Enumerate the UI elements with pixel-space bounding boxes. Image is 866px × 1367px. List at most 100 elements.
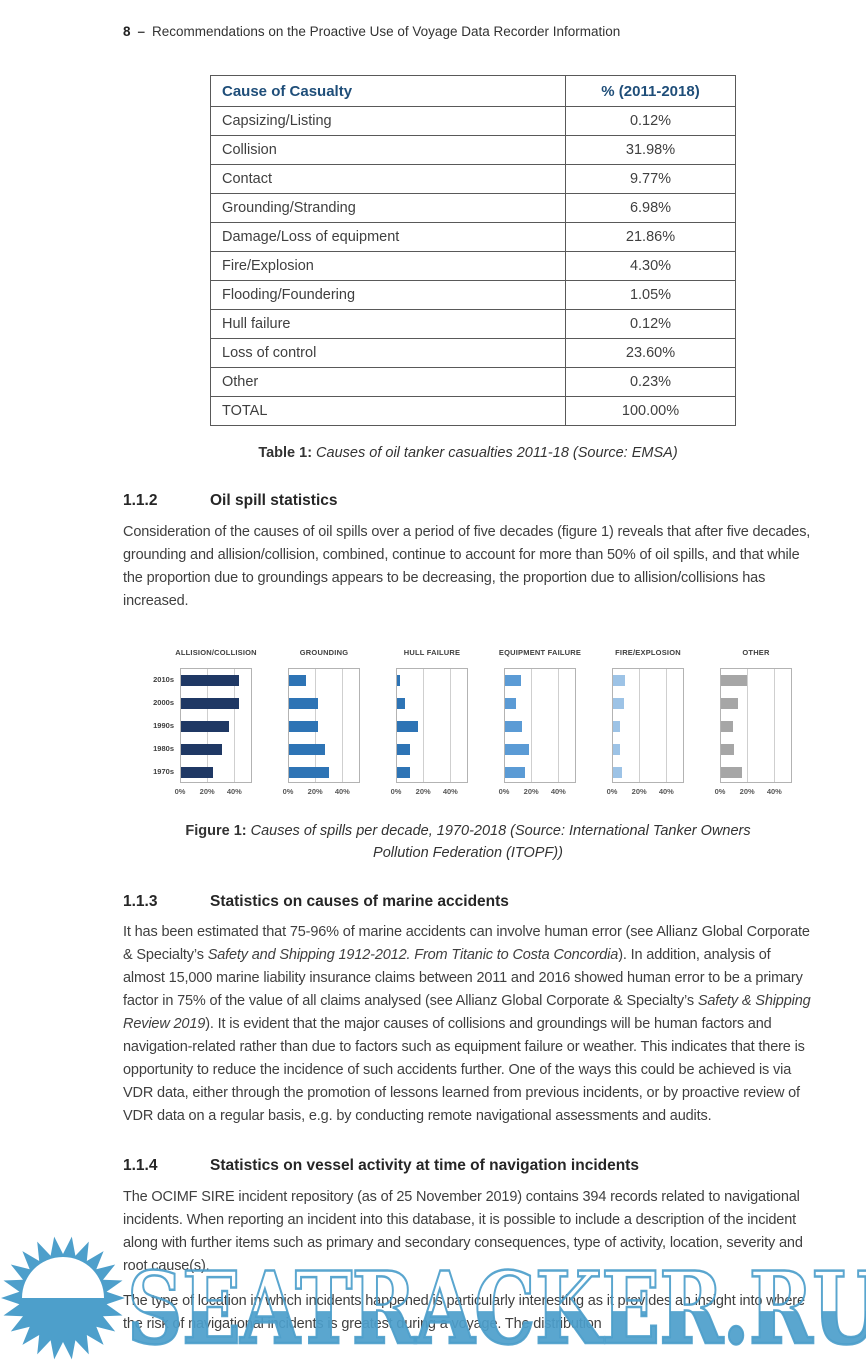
section-1-1-4-paragraph-1: The OCIMF SIRE incident repository (as o… [123,1189,803,1274]
figure1-caption-line2: Pollution Federation (ITOPF)) [373,845,563,861]
cell-cause: Other [210,367,566,397]
x-axis: 0% 20% 40% [283,783,360,797]
plot-area [612,668,684,783]
table-row: Loss of control 23.60% [210,338,736,368]
bar [397,698,405,709]
bar-row [613,761,683,784]
bar-row [289,761,359,784]
category-label: 2010s [153,675,174,684]
cell-percent: 9.77% [565,164,736,194]
gridline [639,669,641,782]
table1-caption: Table 1: Causes of oil tanker casualties… [123,445,813,461]
bar-row [181,692,251,715]
bar [613,698,624,709]
bar-row [613,738,683,761]
section-title: Oil spill statistics [210,492,338,509]
cell-percent: 6.98% [565,193,736,223]
bar [613,675,625,686]
x-tick-label: 40% [550,787,566,796]
cell-percent: 31.98% [565,135,736,165]
bar [721,698,739,709]
bar [289,698,319,709]
panel-title: EQUIPMENT FAILURE [498,648,582,657]
bar-row [721,738,791,761]
bar [721,767,743,778]
bar-row [721,669,791,692]
section-1-1-4-paragraph-2: The type of location in which incidents … [123,1293,805,1332]
page-number: 8 [123,24,131,39]
cell-cause: Grounding/Stranding [210,193,566,223]
bar [181,744,222,755]
bar [397,721,419,732]
gridline [557,669,559,782]
bar [721,721,733,732]
x-axis: 0% 20% 40% [607,783,684,797]
section-title: Statistics on vessel activity at time of… [210,1157,639,1174]
x-tick-label: 0% [606,787,618,796]
gridline [665,669,667,782]
table-row: TOTAL 100.00% [210,396,736,426]
cell-cause: TOTAL [210,396,566,426]
bar-row [397,692,467,715]
plot-area [720,668,792,783]
section-title: Statistics on causes of marine accidents [210,893,509,910]
plot-area [396,668,468,783]
x-axis: 0% 20% 40% [499,783,576,797]
x-tick-label: 0% [714,787,726,796]
figure1-caption: Figure 1: Causes of spills per decade, 1… [123,820,813,864]
bar-row [289,715,359,738]
bar-row [289,669,359,692]
cell-cause: Flooding/Foundering [210,280,566,310]
plot-area [504,668,576,783]
bar [289,744,325,755]
casualty-table-body: Capsizing/Listing 0.12% Collision 31.98% Con… [210,106,736,426]
x-tick-label: 40% [226,787,242,796]
panel-title: FIRE/EXPLOSION [615,648,681,657]
bar [289,721,319,732]
x-tick-label: 20% [199,787,215,796]
bar [181,675,240,686]
cell-cause: Contact [210,164,566,194]
gridline [423,669,425,782]
x-axis: 0% 20% 40% [391,783,468,797]
figure1-caption-label: Figure 1: [185,823,247,839]
section-number: 1.1.3 [123,893,158,910]
table-row: Other 0.23% [210,367,736,397]
bar [721,675,748,686]
bar-row [397,715,467,738]
casualty-table: Cause of Casualty % (2011-2018) Capsizin… [210,75,736,426]
table-row: Flooding/Foundering 1.05% [210,280,736,310]
running-header: 8 – Recommendations on the Proactive Use… [123,24,620,39]
panel-title: HULL FAILURE [403,648,461,657]
bar [505,675,521,686]
bar-row [505,761,575,784]
chart-panel: GROUNDING 0% 20% 40% [283,648,360,797]
section-1-1-2-heading: 1.1.2 Oil spill statistics [123,492,338,510]
running-title: Recommendations on the Proactive Use of … [152,24,621,39]
bar [613,744,620,755]
cell-percent: 21.86% [565,222,736,252]
bar-row [505,715,575,738]
panel-title: ALLISION/COLLISION [175,648,257,657]
gridline [531,669,533,782]
bar [397,675,400,686]
x-tick-label: 40% [766,787,782,796]
table-row: Damage/Loss of equipment 21.86% [210,222,736,252]
section-1-1-4-heading: 1.1.4 Statistics on vessel activity at t… [123,1157,639,1175]
bar-row [397,738,467,761]
cell-percent: 1.05% [565,280,736,310]
bar [505,744,529,755]
table-row: Fire/Explosion 4.30% [210,251,736,281]
chart-panel: HULL FAILURE 0% 20% 40% [391,648,468,797]
gridline [449,669,451,782]
bar [721,744,735,755]
bar-row [721,715,791,738]
bar-row [613,715,683,738]
bar-row [289,738,359,761]
table-header-cause: Cause of Casualty [210,75,566,107]
section-number: 1.1.2 [123,492,158,509]
bar-row [181,738,251,761]
x-tick-label: 0% [390,787,402,796]
cell-percent: 0.12% [565,309,736,339]
bar-row [721,761,791,784]
